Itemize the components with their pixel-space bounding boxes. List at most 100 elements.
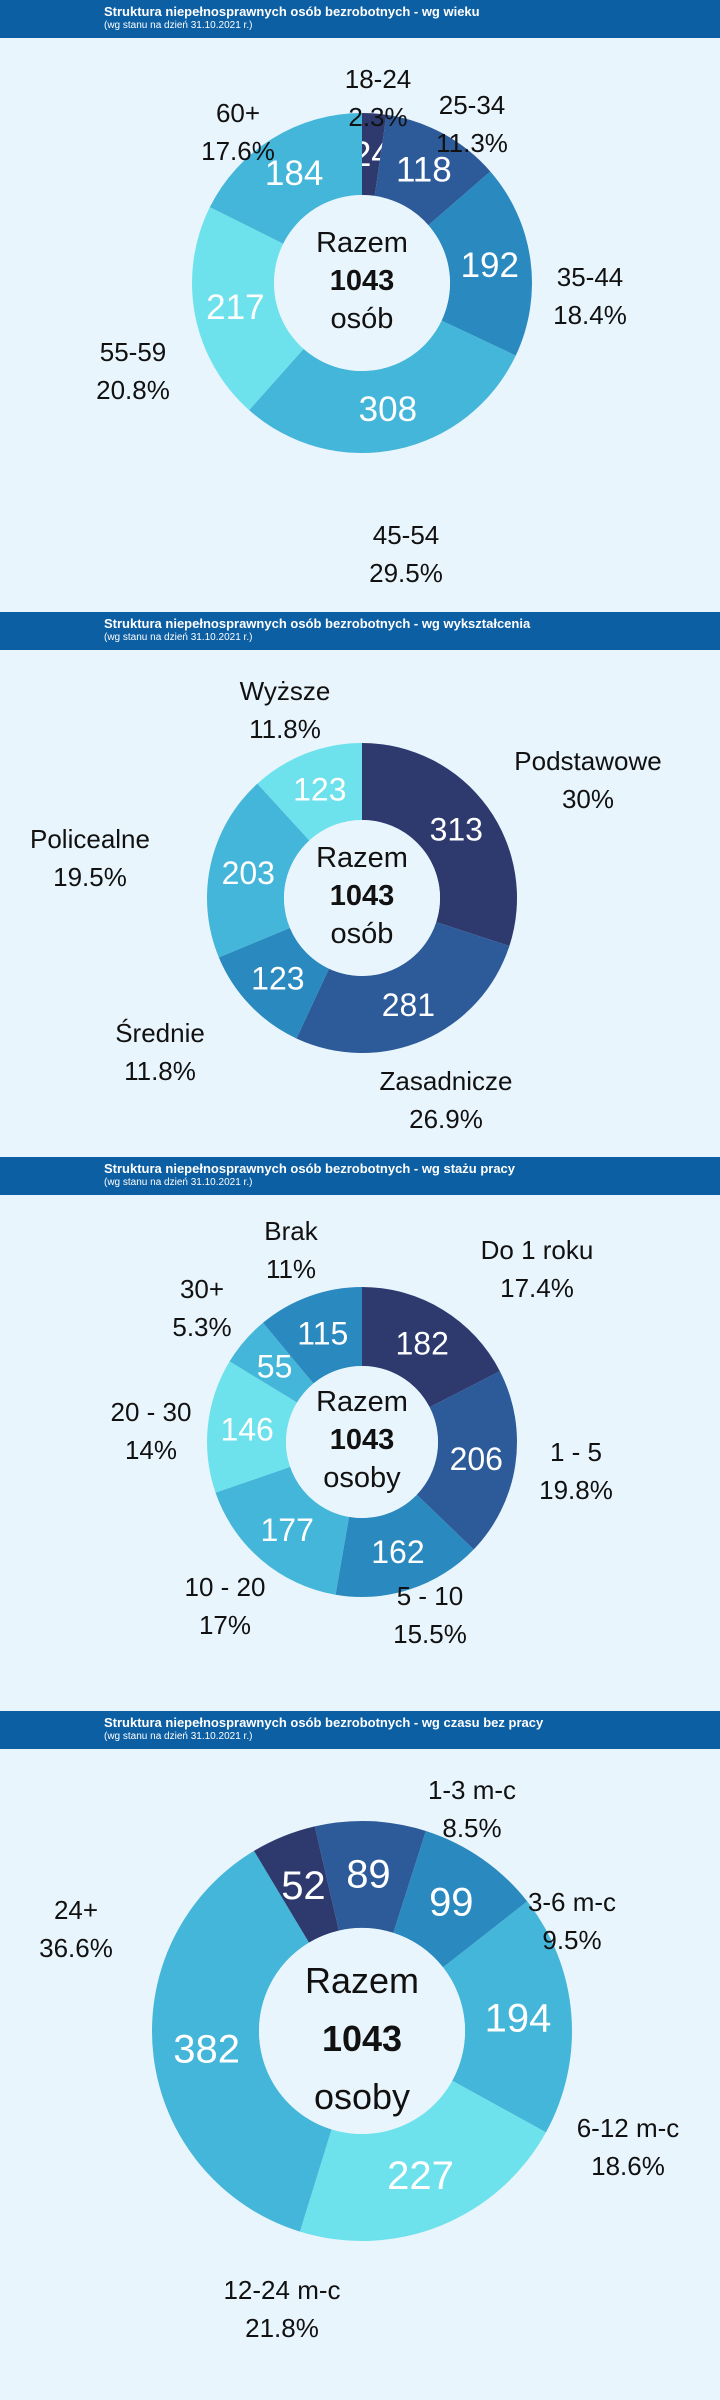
slice-value-label: 203 <box>222 855 275 891</box>
slice-value-label: 146 <box>220 1412 273 1448</box>
chart-section-unemployment-duration: Struktura niepełnosprawnych osób bezrobo… <box>0 1711 720 2400</box>
category-label: 3-6 m-c <box>527 1887 617 1917</box>
category-label: 25-34 <box>438 90 506 120</box>
percent-label: 8.5% <box>442 1813 502 1843</box>
percent-label: 9.5% <box>542 1925 602 1955</box>
section-subtitle: (wg stanu na dzień 31.10.2021 r.) <box>104 20 253 31</box>
donut-slice-1-5 <box>416 1371 517 1550</box>
slice-label-policealne: Policealne 19.5% <box>30 820 150 896</box>
percent-label: 15.5% <box>393 1619 467 1649</box>
center-total-value: 1043 <box>330 1424 395 1456</box>
category-label: 45-54 <box>372 520 440 550</box>
category-label: Brak <box>264 1216 318 1246</box>
donut-slice-60 <box>209 113 362 244</box>
slice-label-30plus: 30+ 5.3% <box>172 1270 231 1346</box>
category-label: 30+ <box>179 1274 225 1304</box>
slice-label-6-12: 6-12 m-c 18.6% <box>577 2109 680 2185</box>
percent-label: 26.9% <box>409 1104 483 1134</box>
donut-slice-zasadnicze <box>296 922 510 1053</box>
donut-slice-do-1-roku <box>362 1287 500 1408</box>
center-label-unit: osoby <box>323 1462 401 1494</box>
donut-slice-20-30 <box>207 1361 298 1493</box>
slice-value-label: 382 <box>173 2028 240 2072</box>
donut-hole <box>274 195 450 371</box>
center-label-total: Razem <box>316 227 408 259</box>
slice-label-3-6: 3-6 m-c 9.5% <box>528 1883 616 1959</box>
section-title: Struktura niepełnosprawnych osób bezrobo… <box>104 1161 516 1176</box>
section-header: Struktura niepełnosprawnych osób bezrobo… <box>0 1711 720 1749</box>
percent-label: 19.5% <box>53 862 127 892</box>
donut-hole <box>284 820 440 976</box>
slice-value-label: 115 <box>297 1315 348 1351</box>
slice-label-45-54: 45-54 29.5% <box>369 516 443 592</box>
percent-label: 2.3% <box>348 102 408 132</box>
category-label: Zasadnicze <box>379 1066 513 1096</box>
category-label: Średnie <box>115 1018 205 1048</box>
section-title: Struktura niepełnosprawnych osób bezrobo… <box>104 4 480 19</box>
section-title: Struktura niepełnosprawnych osób bezrobo… <box>104 616 531 631</box>
donut-slice-rednie <box>218 927 330 1039</box>
donut-slice-10-20 <box>215 1466 350 1595</box>
donut-slice-policealne <box>206 783 310 958</box>
donut-slice-24 <box>151 1850 332 2232</box>
slice-label-1-3: 1-3 m-c 8.5% <box>428 1771 516 1847</box>
slice-label-wyzsze: Wyższe 11.8% <box>240 672 331 748</box>
section-header: Struktura niepełnosprawnych osób bezrobo… <box>0 612 720 650</box>
section-subtitle: (wg stanu na dzień 31.10.2021 r.) <box>104 1177 253 1188</box>
donut-slice-6-12-m-c <box>443 1901 573 2133</box>
section-subtitle: (wg stanu na dzień 31.10.2021 r.) <box>104 632 253 643</box>
slice-value-label: 206 <box>450 1441 503 1477</box>
percent-label: 29.5% <box>369 558 443 588</box>
percent-label: 14% <box>124 1435 178 1465</box>
category-label: 1-3 m-c <box>427 1775 517 1805</box>
center-label-total: Razem <box>305 1960 419 2001</box>
center-total-value: 1043 <box>330 880 395 912</box>
percent-label: 36.6% <box>39 1933 113 1963</box>
percent-label: 20.8% <box>96 375 170 405</box>
category-label: Podstawowe <box>514 746 662 776</box>
percent-label: 17% <box>198 1610 252 1640</box>
donut-slice-18-24 <box>362 113 387 196</box>
slice-label-1-5: 1 - 5 19.8% <box>539 1433 613 1509</box>
chart-section-seniority: Struktura niepełnosprawnych osób bezrobo… <box>0 1157 720 1711</box>
slice-value-label: 184 <box>265 154 323 193</box>
donut-slice-brak <box>263 1287 362 1384</box>
slice-label-brak: Brak 11% <box>264 1212 317 1288</box>
percent-label: 19.8% <box>539 1475 613 1505</box>
category-label: 60+ <box>215 98 261 128</box>
slice-label-20-30: 20 - 30 14% <box>111 1393 192 1469</box>
category-label: 20 - 30 <box>110 1397 192 1427</box>
donut-slice-1-3-m-c <box>314 1821 426 1933</box>
category-label: 12-24 m-c <box>223 2275 341 2305</box>
category-label: 5 - 10 <box>396 1581 464 1611</box>
slice-value-label: 217 <box>206 288 264 327</box>
donut-hole <box>259 1928 465 2134</box>
donut-slice-45-54 <box>249 320 516 453</box>
slice-label-do-1-roku: Do 1 roku 17.4% <box>481 1231 594 1307</box>
donut-slice-25-34 <box>374 114 491 226</box>
percent-label: 11.8% <box>124 1056 196 1086</box>
donut-chart-unemployment-duration: 89 99 194 227 382 52 Razem 1043 osoby <box>151 1821 573 2241</box>
slice-value-label: 177 <box>260 1512 313 1548</box>
donut-slice-12-24-m-c <box>299 2080 546 2241</box>
percent-label: 11% <box>265 1254 317 1284</box>
donut-slice-30 <box>229 1322 314 1403</box>
category-label: Wyższe <box>239 676 331 706</box>
category-label: 18-24 <box>344 64 412 94</box>
category-label: 1 - 5 <box>549 1437 603 1467</box>
slice-label-10-20: 10 - 20 17% <box>185 1568 266 1644</box>
percent-label: 11.3% <box>436 128 508 158</box>
percent-label: 17.4% <box>500 1273 574 1303</box>
category-label: Policealne <box>30 824 150 854</box>
slice-label-5-10: 5 - 10 15.5% <box>393 1577 467 1653</box>
category-label: 6-12 m-c <box>576 2113 680 2143</box>
percent-label: 17.6% <box>201 136 275 166</box>
donut-hole <box>286 1366 438 1518</box>
slice-value-label: 194 <box>485 1996 552 2040</box>
slice-value-label: 162 <box>371 1534 424 1570</box>
category-label: Do 1 roku <box>480 1235 594 1265</box>
donut-slice-3-6-m-c <box>393 1830 528 1968</box>
center-total-value: 1043 <box>330 265 395 297</box>
slice-value-label: 52 <box>281 1864 326 1908</box>
